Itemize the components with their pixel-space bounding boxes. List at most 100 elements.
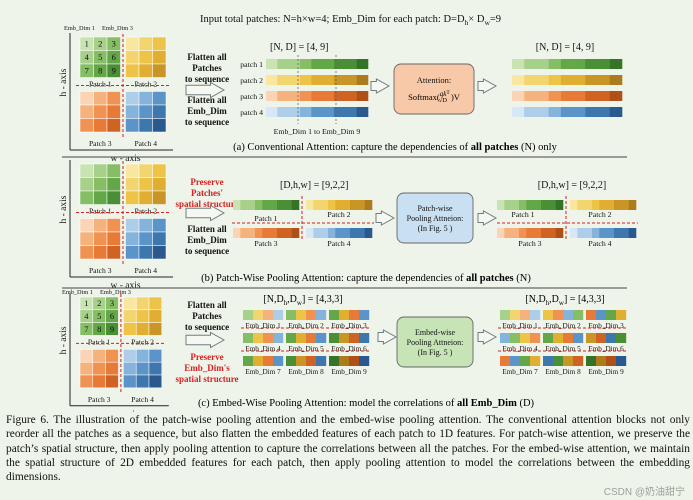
panel-a-output-strip-3-segment bbox=[609, 91, 623, 101]
panel-b-output-strip-3-segment bbox=[541, 228, 549, 238]
panel-b-preserve-line: Patches' bbox=[191, 188, 223, 198]
panel-b-output-patch-3-label: Patch 3 bbox=[518, 239, 541, 248]
panel-c-input-grid-embed-segment bbox=[286, 356, 297, 366]
panel-a-input-strip-4-segment bbox=[266, 107, 278, 117]
panel-c-output-grid-embed-segment bbox=[520, 310, 531, 320]
panel-b-input-strip-3-segment bbox=[240, 228, 248, 238]
panel-b-shape-in: [D,h,w] = [9,2,2] bbox=[280, 180, 348, 191]
panel-a-patch-4-cell bbox=[125, 104, 140, 119]
panel-a-output-strip-4-segment bbox=[524, 107, 537, 117]
panel-c-output-grid-embed-segment bbox=[616, 310, 627, 320]
panel-b-patch-1-cell bbox=[93, 190, 108, 205]
panel-b-flatten-emb-line: Emb_Dim bbox=[187, 235, 227, 245]
panel-a-input-strip-2-segment bbox=[277, 75, 289, 85]
panel-c-output-grid-emb-dim-7-label: Emb_Dim 7 bbox=[502, 368, 538, 376]
panel-b-patch-3-cell bbox=[106, 218, 121, 233]
panel-a-patch-1-cell-number: 7 bbox=[85, 66, 89, 76]
panel-a-patch-2-cell bbox=[152, 36, 167, 51]
panel-b-output-strip-3-segment bbox=[533, 228, 542, 238]
panel-c-shape-out-part: [N,D bbox=[525, 294, 545, 305]
panel-b-input-strip-1-segment bbox=[277, 200, 285, 210]
panel-a-output-strip-2-segment bbox=[609, 75, 623, 85]
panel-c-w-axis-label: w - axis bbox=[108, 410, 138, 412]
diagram-canvas: Input total patches: N=h×w=4; Emb_Dim fo… bbox=[59, 14, 638, 412]
panel-b-patch-3-cell bbox=[93, 218, 108, 233]
panel-b-input-strip-4-segment bbox=[306, 228, 314, 238]
header-text-part: Input total patches: N=h×w=4; Emb_Dim fo… bbox=[200, 14, 465, 25]
panel-b-output-strip-1-segment bbox=[526, 200, 534, 210]
panel-c-output-grid-emb-dim-4-label: Emb_Dim 4 bbox=[502, 345, 538, 353]
panel-c-flatten-patches-line: to sequence bbox=[185, 322, 229, 332]
panel-c-input-grid-embed-segment bbox=[243, 310, 254, 320]
panel-c-output-grid-embed-segment bbox=[543, 333, 554, 343]
panel-b-patch-1-label: Patch 1 bbox=[89, 207, 112, 216]
panel-a-patch-3-label: Patch 3 bbox=[89, 139, 112, 148]
panel-a-row-label-2: patch 2 bbox=[240, 76, 263, 85]
panel-a-patch-2-cell bbox=[152, 50, 167, 65]
panel-c-input-grid-emb-dim-8-label: Emb_Dim 8 bbox=[288, 368, 324, 376]
panel-c-shape-in-part: ,D bbox=[287, 294, 297, 305]
panel-a-input-strip-2-segment bbox=[266, 75, 278, 85]
panel-c-input-grid-embed-segment bbox=[286, 333, 297, 343]
panel-c-output-grid-embed-segment bbox=[586, 310, 597, 320]
header-subscript: w bbox=[484, 18, 490, 27]
panel-c-input-grid-embed-segment bbox=[263, 356, 274, 366]
panel-c-patch-1-cell-number: 8 bbox=[97, 324, 101, 334]
panel-a-row-label-4: patch 4 bbox=[240, 108, 263, 117]
panel-c-emb-dim-1-label: Emb_Dim 1 bbox=[62, 289, 93, 296]
panel-a-input-strip-1-segment bbox=[322, 59, 335, 69]
panel-c-output-grid-embed-segment bbox=[573, 356, 584, 366]
panel-c-patch-1-cell-number: 7 bbox=[84, 324, 88, 334]
panel-c-input-grid-emb-dim-9-label: Emb_Dim 9 bbox=[331, 368, 367, 376]
panel-c-output-grid-embed-segment bbox=[563, 333, 574, 343]
panel-c-output-grid-embed-segment bbox=[510, 310, 521, 320]
panel-c-input-grid-embed-segment bbox=[339, 310, 350, 320]
panel-c-input-grid-emb-dim-4-label: Emb_Dim 4 bbox=[245, 345, 281, 353]
panel-c-input-grid-embed-segment bbox=[286, 310, 297, 320]
panel-a-patch-3-cell bbox=[79, 118, 94, 133]
panel-a-output-strip-1-segment bbox=[597, 59, 611, 69]
panel-a-patch-4-label: Patch 4 bbox=[134, 139, 157, 148]
panel-a-patch-4-cell bbox=[152, 104, 167, 119]
panel-c-caption-part: (c) Embed-Wise Pooling Attention: model … bbox=[198, 398, 457, 409]
panel-b-input-patch-4-label: Patch 4 bbox=[327, 239, 350, 248]
panel-b-input-strip-1-segment bbox=[291, 200, 300, 210]
panel-c-input-grid-emb-dim-2-label: Emb_Dim 2 bbox=[288, 322, 324, 330]
panel-b-output-strip-2-segment bbox=[621, 200, 629, 210]
panel-b-flatten-emb-line: to sequence bbox=[185, 246, 229, 256]
panel-a-input-strip-4-segment bbox=[334, 107, 346, 117]
panel-b-input-patch-3-label: Patch 3 bbox=[254, 239, 277, 248]
panel-c-output-grid-embed-segment bbox=[553, 333, 564, 343]
panel-c-output-grid-embed-segment bbox=[606, 310, 617, 320]
panel-c-input-grid-embed-segment bbox=[329, 310, 340, 320]
panel-b-output-strip-1-segment bbox=[511, 200, 520, 210]
panel-c-caption-part: (D) bbox=[517, 398, 535, 409]
panel-b-patch-4-cell bbox=[138, 245, 153, 260]
panel-a-arrow-out bbox=[477, 78, 498, 94]
panel-b-patch-2-cell bbox=[138, 177, 153, 192]
panel-c-caption-part: all Emb_Dim bbox=[457, 398, 517, 409]
panel-c-input-grid-embed-segment bbox=[339, 356, 350, 366]
panel-b-patch-1-cell bbox=[79, 190, 94, 205]
panel-a-w-axis-label: w - axis bbox=[110, 154, 140, 164]
panel-a-output-strip-1-segment bbox=[573, 59, 586, 69]
panel-c-caption: (c) Embed-Wise Pooling Attention: model … bbox=[198, 398, 535, 409]
panel-c-input-grid-embed-segment bbox=[339, 333, 350, 343]
panel-b-caption-part: (N) bbox=[514, 273, 532, 284]
panel-b-patch-2-cell bbox=[152, 177, 167, 192]
panel-b-patch-1-cell bbox=[79, 177, 94, 192]
panel-a-formula-part: Softmax( bbox=[408, 92, 440, 102]
panel-b-output-patch-4-label: Patch 4 bbox=[588, 239, 611, 248]
panel-b-pooling-block-text: (In Fig. 5 ) bbox=[418, 224, 453, 233]
panel-c-input-grid-embed-segment bbox=[359, 356, 370, 366]
panel-c-output-grid-embed-segment bbox=[573, 310, 584, 320]
panel-c-arrow-out bbox=[477, 329, 498, 345]
panel-b-output-strip-4-segment bbox=[570, 228, 578, 238]
panel-c-input-grid-embed-segment bbox=[243, 333, 254, 343]
panel-c-patch-3-cell bbox=[79, 361, 94, 376]
panel-a-flatten-patches-line: to sequence bbox=[185, 74, 229, 84]
panel-a-patch-3-cell bbox=[93, 91, 108, 106]
panel-c-patch-4-cell bbox=[148, 374, 163, 389]
panel-c-patch-1-cell-number: 6 bbox=[110, 311, 114, 321]
panel-b-input-strip-2-segment bbox=[364, 200, 373, 210]
